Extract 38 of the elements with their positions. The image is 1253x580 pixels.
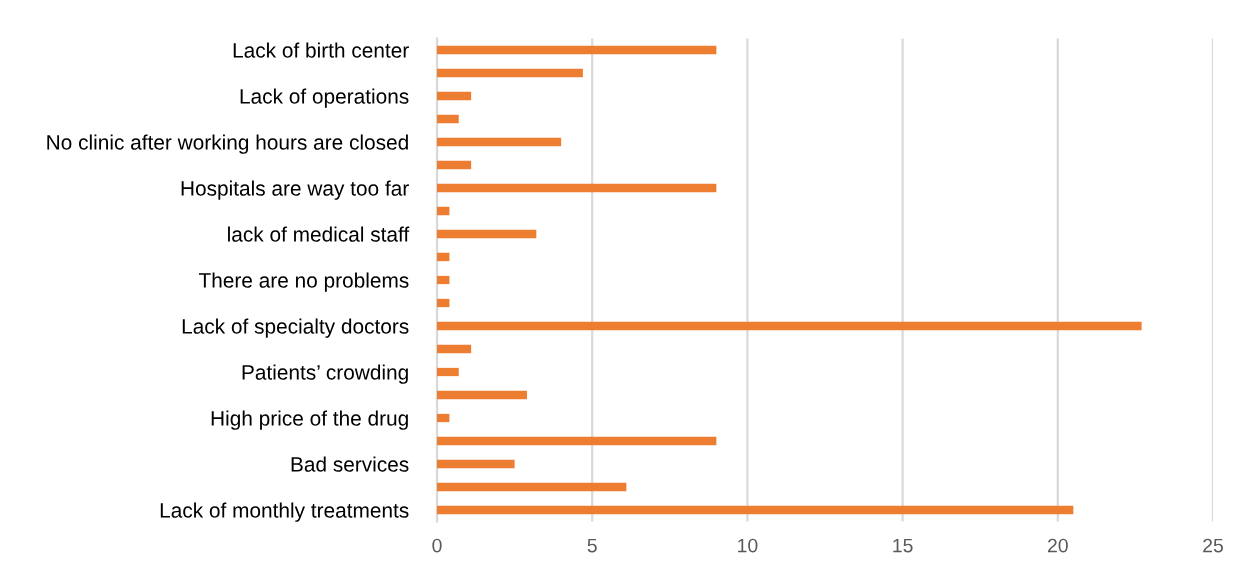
bar — [437, 252, 450, 262]
bar — [437, 160, 472, 170]
bar — [437, 436, 717, 446]
bar — [437, 459, 515, 469]
bar — [437, 137, 562, 147]
bar — [437, 45, 717, 55]
bar — [437, 390, 528, 400]
bar — [437, 344, 472, 354]
y-tick-label: Lack of operations — [240, 88, 409, 108]
bar — [437, 229, 537, 239]
y-tick-label: Patients’ crowding — [242, 364, 408, 384]
bar — [437, 413, 450, 423]
y-tick-label: Lack of birth center — [233, 42, 409, 58]
y-tick-label: There are no problems — [198, 272, 409, 292]
bar — [437, 321, 1142, 331]
bar — [437, 275, 450, 285]
bar — [437, 114, 459, 124]
x-tick-label: 15 — [893, 538, 913, 553]
y-tick-label: Bad services — [291, 456, 409, 472]
bar — [437, 367, 459, 377]
y-tick-label: No clinic after working hours are closed — [47, 134, 408, 154]
y-tick-label: Hospitals are way too far — [181, 180, 409, 200]
x-tick-label: 10 — [738, 538, 758, 553]
y-tick-label: Lack of specialty doctors — [182, 318, 409, 338]
bar — [437, 91, 472, 101]
y-tick-label: lack of medical staff — [228, 226, 410, 242]
y-tick-label: Lack of monthly treatments — [160, 502, 409, 522]
bar — [437, 298, 450, 308]
y-tick-label: High price of the drug — [211, 410, 408, 430]
x-tick-label: 5 — [587, 538, 597, 553]
x-tick-label: 20 — [1047, 538, 1068, 553]
x-tick-label: 0 — [432, 538, 442, 553]
x-tick-label: 25 — [1203, 538, 1223, 553]
bar — [437, 183, 717, 193]
bar — [437, 505, 1074, 515]
bar — [437, 206, 450, 216]
bar — [437, 68, 583, 78]
bar — [437, 482, 627, 492]
